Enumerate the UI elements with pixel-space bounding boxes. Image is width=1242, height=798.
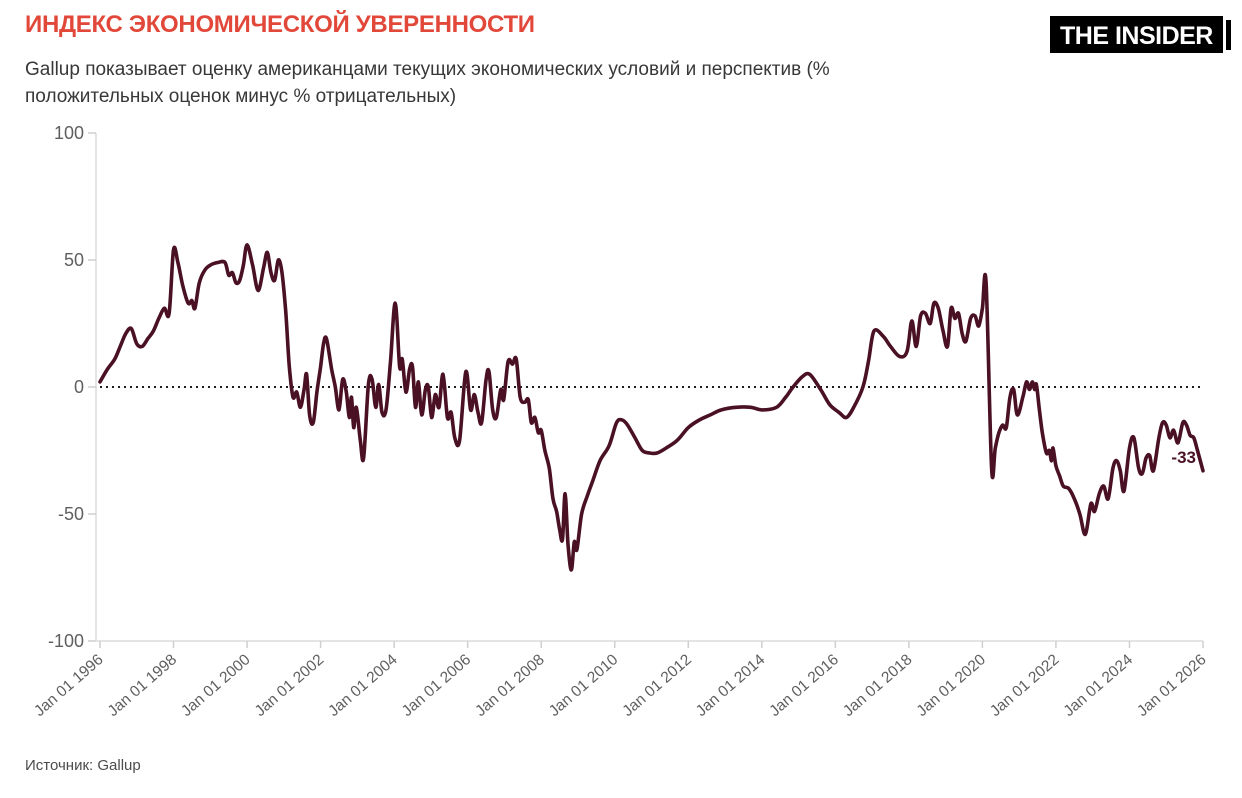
x-tick-label: Jan 01 2018 (840, 651, 916, 720)
x-tick-label: Jan 01 2006 (399, 651, 475, 720)
logo-cursor-bar (1225, 19, 1231, 50)
x-tick-label: Jan 01 2008 (472, 651, 548, 720)
chart-title: ИНДЕКС ЭКОНОМИЧЕСКОЙ УВЕРЕННОСТИ (25, 11, 535, 38)
y-tick-label: -50 (58, 504, 84, 524)
subtitle-line-2: положительных оценок минус % отрицательн… (25, 86, 457, 107)
x-tick-label: Jan 01 2002 (252, 651, 328, 720)
x-tick-label: Jan 01 2016 (766, 651, 842, 720)
x-tick-label: Jan 01 2024 (1061, 651, 1137, 720)
logo-text: THE INSIDER (1050, 16, 1223, 53)
y-tick-label: 50 (64, 250, 84, 270)
x-tick-label: Jan 01 1996 (31, 651, 107, 720)
x-tick-label: Jan 01 2014 (693, 651, 769, 720)
x-tick-label: Jan 01 2012 (619, 651, 695, 720)
x-tick-label: Jan 01 2020 (913, 651, 989, 720)
series-line (98, 243, 1205, 572)
the-insider-logo: THE INSIDER (1050, 16, 1231, 53)
end-value-label: -33 (1171, 448, 1196, 467)
y-tick-label: -100 (48, 631, 84, 651)
x-tick-label: Jan 01 2010 (546, 651, 622, 720)
x-tick-label: Jan 01 1998 (105, 651, 181, 720)
x-tick-label: Jan 01 2026 (1134, 651, 1210, 720)
x-tick-label: Jan 01 2000 (178, 651, 254, 720)
chart-subtitle: Gallup показывает оценку американцами те… (25, 56, 830, 110)
y-tick-label: 100 (54, 123, 84, 143)
x-tick-label: Jan 01 2022 (987, 651, 1063, 720)
x-tick-label: Jan 01 2004 (325, 651, 401, 720)
y-tick-label: 0 (74, 377, 84, 397)
source-label: Источник: Gallup (25, 757, 141, 774)
subtitle-line-1: Gallup показывает оценку американцами те… (25, 59, 830, 80)
